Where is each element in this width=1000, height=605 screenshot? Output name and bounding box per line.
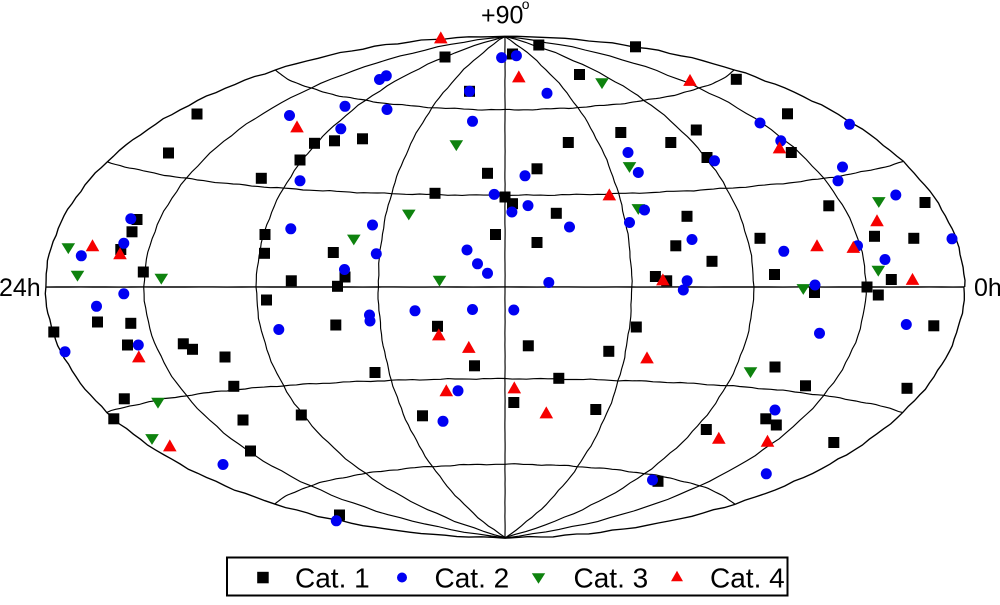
svg-text:Cat. 2: Cat. 2 xyxy=(435,563,510,594)
svg-text:Cat. 1: Cat. 1 xyxy=(295,563,370,594)
svg-text:o: o xyxy=(522,0,530,12)
svg-text:+90: +90 xyxy=(481,2,523,30)
svg-text:Cat. 3: Cat. 3 xyxy=(574,563,649,594)
svg-text:24h: 24h xyxy=(0,274,41,302)
svg-text:0h: 0h xyxy=(974,274,1000,302)
svg-text:Cat. 4: Cat. 4 xyxy=(710,563,785,594)
